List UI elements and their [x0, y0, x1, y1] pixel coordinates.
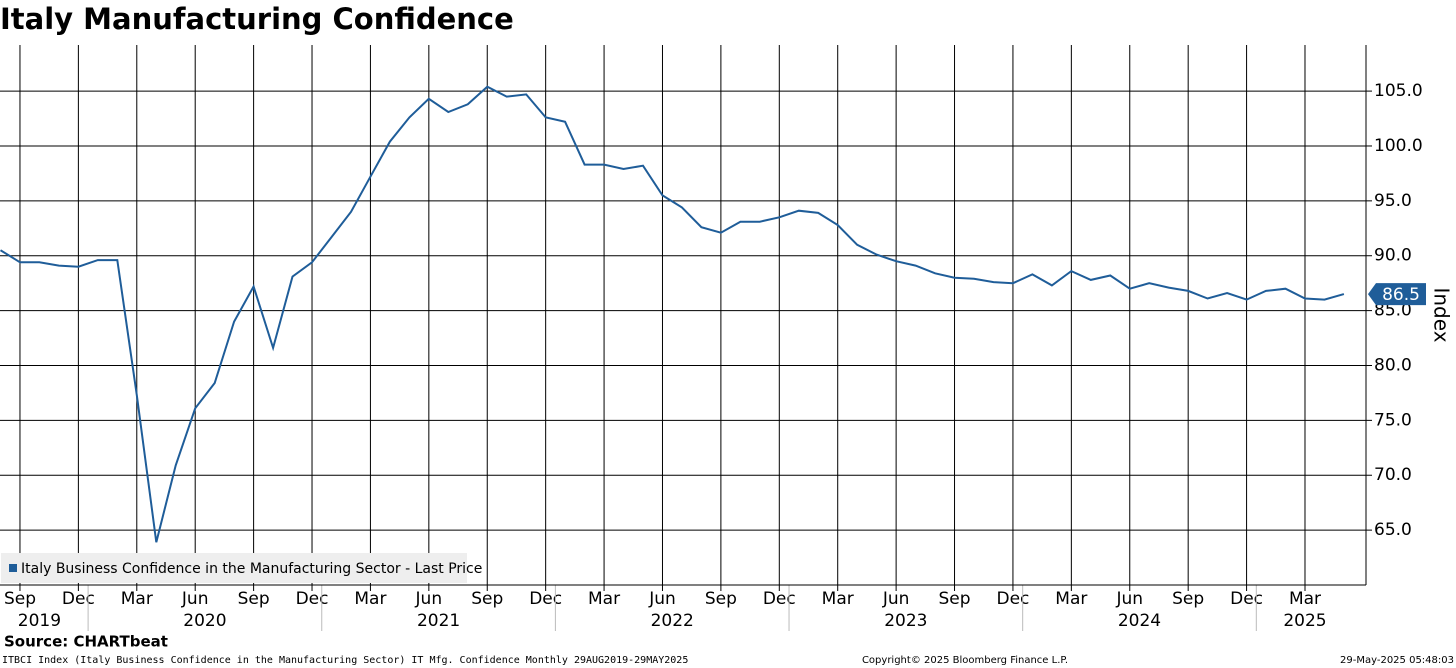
y-tick-label: 85.0 [1374, 301, 1412, 321]
y-axis-label: Index [1430, 287, 1454, 342]
x-tick-label: Dec [1230, 589, 1263, 609]
last-value-label: 86.5 [1382, 285, 1420, 305]
year-label: 2019 [18, 611, 61, 631]
x-tick-label: Jun [415, 589, 443, 609]
x-tick-label: Mar [354, 589, 386, 609]
footer-center: Copyright© 2025 Bloomberg Finance L.P. [862, 655, 1068, 666]
x-tick-label: Sep [471, 589, 503, 609]
x-tick-label: Sep [1172, 589, 1204, 609]
x-tick-label: Dec [763, 589, 796, 609]
y-tick-label: 105.0 [1374, 81, 1423, 101]
y-tick-label: 90.0 [1374, 246, 1412, 266]
x-tick-label: Mar [1055, 589, 1087, 609]
footer-left: ITBCI Index (Italy Business Confidence i… [2, 655, 688, 666]
x-tick-label: Dec [529, 589, 562, 609]
year-label: 2023 [884, 611, 927, 631]
x-tick-label: Sep [939, 589, 971, 609]
x-tick-label: Dec [296, 589, 329, 609]
last-value-tag [1368, 283, 1426, 306]
footer-right: 29-May-2025 05:48:03 [1340, 655, 1454, 666]
legend-swatch [9, 564, 17, 572]
x-tick-label: Sep [4, 589, 36, 609]
x-tick-label: Mar [1289, 589, 1321, 609]
legend-label: Italy Business Confidence in the Manufac… [21, 561, 482, 577]
legend-box [1, 553, 467, 583]
x-tick-label: Jun [648, 589, 676, 609]
x-tick-label: Jun [1115, 589, 1143, 609]
y-tick-label: 75.0 [1374, 410, 1412, 430]
x-tick-label: Dec [996, 589, 1029, 609]
x-tick-label: Dec [62, 589, 95, 609]
line-series [0, 85, 1345, 543]
y-tick-label: 100.0 [1374, 136, 1423, 156]
x-tick-label: Mar [121, 589, 153, 609]
source: Source: CHARTbeat [4, 633, 168, 651]
x-tick-label: Jun [181, 589, 209, 609]
x-tick-label: Jun [882, 589, 910, 609]
year-label: 2020 [183, 611, 226, 631]
year-label: 2021 [417, 611, 460, 631]
y-tick-label: 65.0 [1374, 520, 1412, 540]
year-label: 2022 [651, 611, 694, 631]
y-tick-label: 70.0 [1374, 465, 1412, 485]
x-tick-label: Mar [588, 589, 620, 609]
x-tick-label: Mar [822, 589, 854, 609]
year-label: 2025 [1283, 611, 1326, 631]
x-tick-label: Sep [705, 589, 737, 609]
y-tick-label: 80.0 [1374, 355, 1412, 375]
x-tick-label: Sep [238, 589, 270, 609]
year-label: 2024 [1118, 611, 1161, 631]
y-tick-label: 95.0 [1374, 191, 1412, 211]
chart-title: Italy Manufacturing Confidence [0, 2, 514, 36]
